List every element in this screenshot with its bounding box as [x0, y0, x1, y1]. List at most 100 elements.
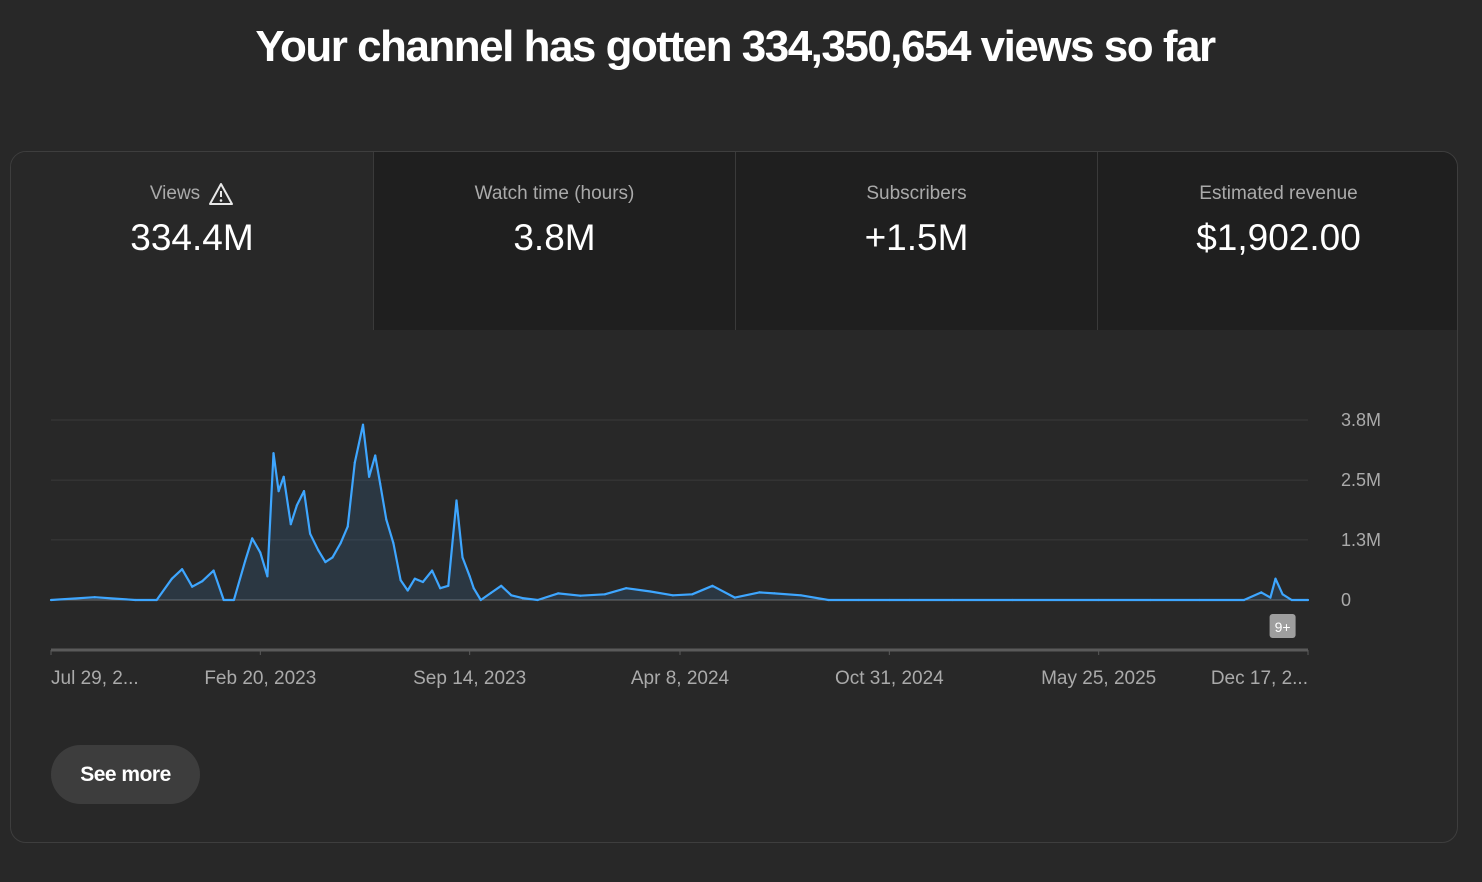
views-point: [1290, 598, 1293, 602]
analytics-card: Views 334.4M Watch time (hours) 3.8M Sub…: [10, 151, 1458, 843]
views-point: [339, 542, 342, 545]
views-point: [49, 598, 53, 602]
y-tick-label: 3.8M: [1341, 410, 1381, 430]
views-point: [324, 561, 327, 564]
views-point: [222, 598, 225, 602]
views-point: [317, 549, 320, 552]
views-point: [536, 598, 539, 602]
event-badge[interactable]: [1269, 614, 1296, 638]
views-point: [1011, 598, 1014, 602]
views-point: [170, 577, 173, 580]
views-point: [431, 569, 434, 572]
views-point: [521, 597, 524, 600]
views-point: [282, 475, 285, 478]
views-point: [1274, 577, 1277, 580]
views-point: [439, 587, 442, 590]
views-point: [266, 575, 269, 578]
views-point: [406, 589, 409, 592]
views-point: [951, 598, 954, 602]
tab-revenue-value: $1,902.00: [1196, 217, 1361, 258]
views-point: [392, 542, 395, 545]
views-point: [289, 523, 292, 526]
x-tick-label: Feb 20, 2023: [204, 668, 316, 689]
views-point: [557, 592, 560, 595]
y-tick-label: 1.3M: [1341, 530, 1381, 550]
views-chart-svg: 0 1.3M 2.5M 3.8M Jul 29, 2... Feb 20, 2023 Sep…: [49, 410, 1381, 689]
views-point: [421, 580, 424, 584]
views-point: [379, 482, 382, 485]
views-point: [413, 577, 416, 580]
x-tick-label: Oct 31, 2024: [835, 668, 944, 689]
see-more-button[interactable]: See more: [51, 745, 200, 804]
y-tick-label: 2.5M: [1341, 470, 1381, 490]
tab-subscribers[interactable]: Subscribers +1.5M: [735, 152, 1097, 330]
views-point: [93, 596, 96, 599]
warning-icon[interactable]: [208, 182, 234, 206]
views-point: [181, 568, 184, 571]
views-point: [309, 532, 312, 535]
x-tick-label: Sep 14, 2023: [413, 668, 526, 689]
views-point: [857, 598, 861, 602]
views-point: [1198, 598, 1201, 602]
views-point: [331, 556, 334, 559]
views-point: [461, 556, 464, 559]
views-point: [1260, 591, 1263, 594]
views-point: [827, 598, 830, 602]
views-point: [1097, 598, 1100, 602]
tab-views-value: 334.4M: [130, 217, 254, 258]
views-line: [50, 423, 1308, 602]
views-point: [1306, 598, 1310, 602]
views-point: [385, 518, 388, 521]
views-point: [758, 591, 761, 594]
views-point: [908, 598, 911, 602]
views-point: [510, 594, 513, 597]
views-point: [711, 584, 714, 587]
views-point: [799, 594, 803, 597]
tab-watch-time-label: Watch time (hours): [474, 183, 635, 204]
views-point: [733, 596, 737, 599]
views-point: [1269, 596, 1272, 599]
tab-watch-time[interactable]: Watch time (hours) 3.8M: [373, 152, 735, 330]
views-point: [272, 452, 275, 455]
views-chart[interactable]: 0 1.3M 2.5M 3.8M Jul 29, 2... Feb 20, 2023 Sep…: [11, 392, 1457, 702]
tab-watch-time-value: 3.8M: [513, 217, 596, 258]
views-point: [155, 598, 158, 602]
tab-subscribers-value: +1.5M: [864, 217, 969, 258]
views-point: [691, 593, 694, 596]
tab-views-label: Views: [149, 183, 201, 204]
tab-revenue-label: Estimated revenue: [1199, 183, 1358, 204]
views-point: [489, 591, 493, 594]
views-point: [251, 537, 254, 540]
views-point: [773, 592, 776, 595]
views-point: [353, 461, 356, 464]
tab-views[interactable]: Views 334.4M: [11, 152, 373, 330]
x-tick-label: Jul 29, 2...: [51, 668, 139, 689]
views-point: [134, 598, 137, 602]
views-point: [479, 598, 482, 602]
page-headline: Your channel has gotten 334,350,654 view…: [255, 22, 1216, 71]
views-point: [368, 475, 371, 478]
views-point: [1242, 598, 1246, 602]
views-point: [399, 579, 402, 582]
views-point: [212, 569, 215, 572]
views-point: [302, 490, 306, 493]
views-point: [447, 584, 450, 587]
views-point: [295, 504, 298, 507]
event-badge-label: 9+: [1275, 619, 1291, 635]
views-point: [500, 584, 503, 587]
views-point: [472, 587, 475, 590]
views-point: [361, 423, 365, 426]
views-point: [455, 499, 458, 502]
views-point: [579, 594, 582, 597]
tab-subscribers-label: Subscribers: [866, 183, 967, 204]
views-point: [346, 525, 349, 528]
views-point: [1149, 598, 1152, 602]
x-tick-label: Dec 17, 2...: [1211, 668, 1308, 689]
tab-estimated-revenue[interactable]: Estimated revenue $1,902.00: [1097, 152, 1457, 330]
views-point: [277, 490, 280, 493]
views-point: [244, 560, 247, 563]
views-point: [888, 598, 891, 602]
tab-views-label-row: Views: [11, 182, 373, 206]
views-point: [374, 454, 377, 457]
views-point: [232, 598, 235, 602]
